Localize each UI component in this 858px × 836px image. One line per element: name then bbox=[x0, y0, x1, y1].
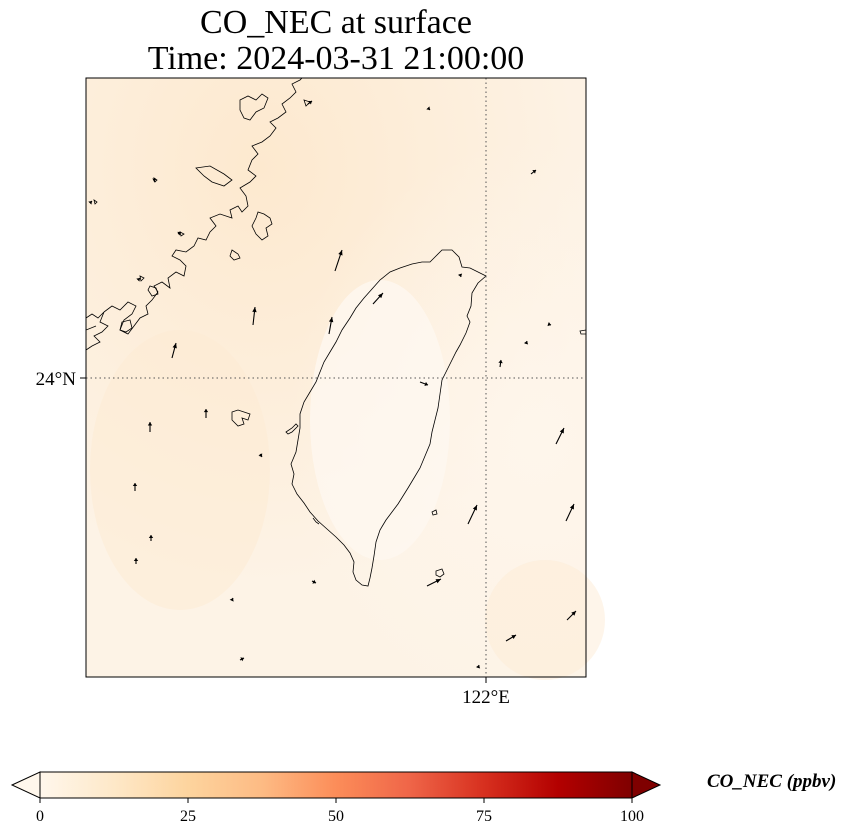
map-title-line1: CO_NEC at surface bbox=[200, 4, 472, 41]
wind-vector-head bbox=[498, 360, 503, 364]
wind-vector-head bbox=[457, 273, 463, 277]
lat-tick-label: 24°N bbox=[36, 369, 77, 390]
wind-vector-head bbox=[229, 598, 234, 602]
wind-vector-head bbox=[472, 505, 477, 511]
colorbar-tick-label: 100 bbox=[620, 808, 644, 825]
colorbar-label: CO_NEC (ppbv) bbox=[707, 771, 836, 792]
mainland-coastline bbox=[86, 78, 303, 351]
wind-vector-head bbox=[308, 101, 312, 105]
wind-vector-head bbox=[475, 665, 481, 669]
wind-vector-head bbox=[147, 422, 153, 426]
concentration-field bbox=[86, 78, 605, 680]
wind-vector-head bbox=[511, 635, 516, 639]
wind-vector-head bbox=[523, 341, 529, 345]
colorbar-extend-max bbox=[631, 771, 662, 799]
coastlines bbox=[86, 78, 586, 587]
wind-vector-head bbox=[547, 321, 551, 327]
gridlines bbox=[86, 78, 586, 677]
colorbar-tick-label: 25 bbox=[180, 808, 196, 825]
wind-vector-head bbox=[426, 106, 430, 110]
wind-vector-head bbox=[132, 483, 138, 486]
wind-vector-head bbox=[240, 657, 244, 662]
wind-vector-head bbox=[338, 250, 343, 256]
wind-vector-head bbox=[378, 293, 383, 299]
wind-vector-head bbox=[435, 579, 441, 584]
wind-vectors bbox=[88, 100, 577, 669]
wind-vector-head bbox=[328, 317, 334, 323]
wind-vector-head bbox=[148, 535, 154, 538]
taiwan-coastline bbox=[290, 249, 487, 587]
wind-vector-head bbox=[172, 343, 177, 349]
map-title-line2: Time: 2024-03-31 21:00:00 bbox=[147, 40, 525, 77]
lon-tick-label: 122°E bbox=[462, 687, 510, 708]
wind-vector-head bbox=[312, 579, 316, 584]
colorbar-gradient bbox=[39, 771, 633, 799]
wind-vector-head bbox=[559, 428, 564, 434]
wind-vector-head bbox=[177, 231, 181, 236]
wind-vector-head bbox=[203, 409, 209, 413]
wind-vector-head bbox=[532, 170, 536, 174]
wind-vector-head bbox=[258, 453, 263, 457]
wind-vector-head bbox=[569, 504, 574, 510]
wind-vector-head bbox=[136, 278, 140, 282]
colorbar: 0 25 50 75 100 CO_NEC (ppbv) bbox=[10, 771, 836, 825]
colorbar-extend-min bbox=[10, 771, 41, 799]
colorbar-ticks: 0 25 50 75 100 bbox=[36, 798, 644, 825]
wind-vector-head bbox=[252, 307, 257, 313]
wind-vector-head bbox=[571, 611, 576, 616]
colorbar-tick-label: 75 bbox=[476, 808, 492, 825]
colorbar-tick-label: 0 bbox=[36, 808, 44, 825]
wind-vector-head bbox=[88, 201, 92, 205]
wind-vector-head bbox=[152, 178, 156, 183]
wind-vector-head bbox=[424, 381, 428, 387]
wind-vector-head bbox=[133, 558, 139, 561]
colorbar-tick-label: 50 bbox=[328, 808, 344, 825]
